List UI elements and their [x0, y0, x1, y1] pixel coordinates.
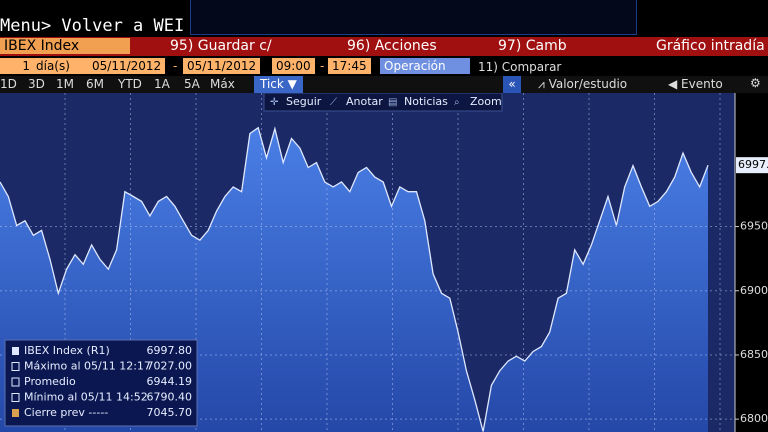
y-tick-label: 6850	[740, 348, 768, 361]
axis-background	[735, 93, 768, 432]
stat-name: Mínimo al 05/11 14:52	[24, 391, 148, 404]
command-line[interactable]	[190, 0, 637, 35]
y-tick-label: 6950	[740, 220, 768, 233]
stat-value: 6944.19	[147, 375, 193, 388]
stat-name: Promedio	[24, 375, 76, 388]
tool[interactable]: Noticias	[404, 95, 448, 108]
last-value-tag	[736, 157, 768, 174]
button[interactable]: 96) Acciones	[347, 38, 437, 54]
separator: -	[173, 59, 178, 73]
stat-value: 7027.00	[147, 360, 193, 373]
period[interactable]: YTD	[118, 77, 142, 91]
y-tick-label: 6800	[740, 412, 768, 425]
menu-command[interactable]: Menu> Volver a WEI	[0, 16, 185, 36]
separator: -	[320, 59, 325, 73]
tool[interactable]: Seguir	[286, 95, 322, 108]
y-tick-label: 6900	[740, 284, 768, 297]
compare[interactable]: 11) Comparar	[478, 60, 562, 74]
legend-key	[11, 393, 20, 402]
page-title: Gráfico intradía	[656, 38, 765, 54]
line	[0, 126, 709, 432]
days[interactable]: 1	[0, 58, 34, 74]
settings[interactable]: ⚙	[750, 76, 761, 90]
button[interactable]: 95) Guardar c/	[170, 38, 272, 54]
tool[interactable]: Zoom	[470, 95, 502, 108]
stat-value: 7045.70	[147, 406, 193, 419]
end-date[interactable]: 05/11/2012	[183, 58, 261, 74]
tool-icon: ✛	[270, 97, 279, 108]
start-date[interactable]: 05/11/2012	[88, 58, 166, 74]
study[interactable]: ⩘ Valor/estudio	[538, 77, 628, 91]
legend-key	[11, 377, 20, 387]
collapse[interactable]: «	[503, 76, 521, 93]
legend	[4, 339, 198, 427]
legend-key	[12, 347, 19, 355]
stat-name: IBEX Index (R1)	[24, 344, 110, 357]
period[interactable]: 1M	[56, 77, 74, 91]
event[interactable]: ◀ Evento	[668, 77, 723, 91]
stat-value: 6997.80	[147, 344, 193, 357]
button[interactable]: 97) Camb	[498, 38, 567, 54]
period[interactable]: 3D	[28, 77, 45, 91]
study-label: Valor/estudio	[548, 77, 628, 91]
end-time[interactable]: 17:45	[328, 58, 371, 74]
period[interactable]: 1A	[154, 77, 170, 91]
mode[interactable]: Operación	[380, 58, 464, 74]
period[interactable]: 1D	[0, 77, 17, 91]
last-value: 6997.8	[738, 158, 768, 171]
function-bar: IBEX Index 95) Guardar c/ 96) Acciones 9…	[0, 37, 768, 56]
legend-key	[12, 409, 19, 417]
chart: 6800 6850 6900 6950 6997.8 ✛ Seguir ⟋ Anotar ▤ Not…	[0, 93, 768, 432]
stat-name: Cierre prev -----	[24, 406, 108, 419]
dropdown[interactable]	[458, 58, 470, 74]
period-bar: 1D 3D 1M 6M YTD 1A 5A Máx Tick ▼ « ⩘ Valor/estu…	[0, 76, 768, 93]
period[interactable]: 6M	[86, 77, 104, 91]
legend-key	[11, 362, 20, 371]
range-bar: 1 día(s) 05/11/2012 - 05/11/2012 09:00 -…	[0, 57, 768, 76]
stat-value: 6790.40	[147, 391, 193, 404]
start-time[interactable]: 09:00	[272, 58, 315, 74]
tool-icon: ⟋	[330, 97, 337, 108]
event-label: Evento	[681, 77, 723, 91]
stat-name: Máximo al 05/11 12:17	[24, 360, 151, 373]
toolbar	[263, 93, 503, 112]
menu-bar: Menu> Volver a WEI	[0, 0, 768, 36]
period[interactable]: 5A	[184, 77, 200, 91]
period[interactable]: Máx	[210, 77, 235, 91]
tool-icon: ▤	[388, 97, 397, 108]
interval[interactable]: Tick ▼	[254, 76, 303, 93]
security[interactable]: IBEX Index	[0, 38, 130, 54]
tool[interactable]: Anotar	[346, 95, 383, 108]
days-unit[interactable]: día(s)	[32, 58, 90, 74]
tool-icon: ⌕	[454, 97, 460, 108]
